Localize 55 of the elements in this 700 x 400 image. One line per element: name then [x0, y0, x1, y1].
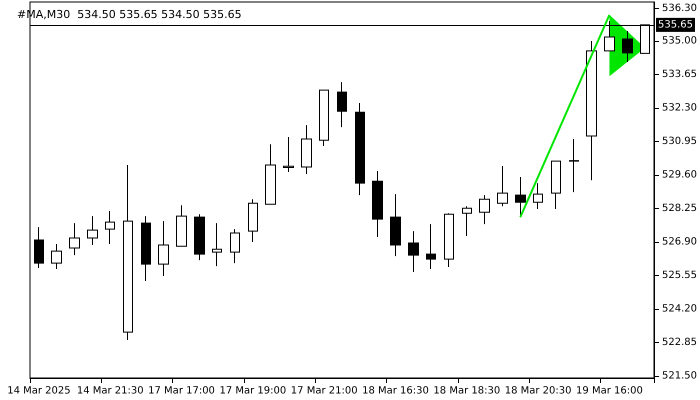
x-tick-label: 18 Mar 16:30 — [362, 386, 429, 396]
candlestick — [301, 124, 312, 174]
candlestick — [426, 224, 436, 270]
y-tick-label: 530.95 — [662, 136, 698, 147]
candlestick — [622, 30, 633, 63]
candlestick — [319, 90, 329, 146]
candlestick — [444, 212, 454, 268]
y-tick-label: 525.55 — [662, 270, 698, 281]
candlestick — [265, 144, 276, 205]
y-tick-label: 524.20 — [662, 304, 698, 315]
ref-line-label: 535.65 — [658, 19, 694, 30]
x-tick-label: 19 Mar 16:00 — [576, 386, 643, 396]
y-tick-label: 529.60 — [662, 169, 698, 180]
y-tick-label: 532.30 — [662, 102, 698, 114]
candlestick — [212, 222, 222, 267]
candlestick — [569, 138, 579, 193]
candlestick — [34, 226, 44, 269]
candlestick — [551, 160, 561, 210]
candlestick — [372, 170, 383, 238]
candlestick — [586, 40, 597, 181]
candlestick — [123, 164, 133, 341]
candlestick — [87, 216, 98, 246]
candlestick — [408, 230, 419, 273]
candlestick — [51, 243, 62, 270]
candlestick — [176, 204, 187, 247]
candlestick — [105, 210, 115, 244]
x-tick-label: 17 Mar 19:00 — [219, 386, 286, 396]
x-tick-label: 17 Mar 17:00 — [148, 386, 215, 396]
candlestick — [515, 176, 526, 218]
x-tick-label: 18 Mar 18:30 — [433, 386, 500, 396]
x-tick-label: 18 Mar 20:30 — [504, 386, 572, 396]
candlestick — [248, 198, 258, 242]
y-tick-label: 528.25 — [662, 202, 698, 214]
candlestick — [462, 206, 472, 237]
y-tick-label: 526.90 — [662, 236, 698, 248]
candlestick — [479, 194, 490, 225]
candlestick — [337, 82, 347, 128]
candlestick — [355, 102, 365, 196]
y-tick-label: 535.00 — [662, 35, 698, 46]
candlestick — [158, 220, 169, 276]
candlestick — [283, 136, 294, 173]
candlestick — [533, 182, 543, 210]
x-tick-label: 14 Mar 2025 — [7, 386, 71, 396]
candlestick — [69, 222, 80, 256]
y-tick-label: 521.50 — [662, 370, 698, 382]
candlestick — [141, 216, 151, 282]
y-tick-label: 536.30 — [662, 3, 698, 14]
x-tick-label: 14 Mar 21:30 — [76, 386, 144, 396]
candlestick — [230, 228, 240, 264]
x-tick-label: 17 Mar 21:00 — [290, 386, 358, 396]
y-tick-label: 533.65 — [662, 68, 698, 80]
y-tick-label: 522.85 — [662, 337, 698, 348]
candlestick — [497, 166, 508, 207]
candlestick — [194, 214, 205, 261]
candlestick — [390, 194, 401, 257]
